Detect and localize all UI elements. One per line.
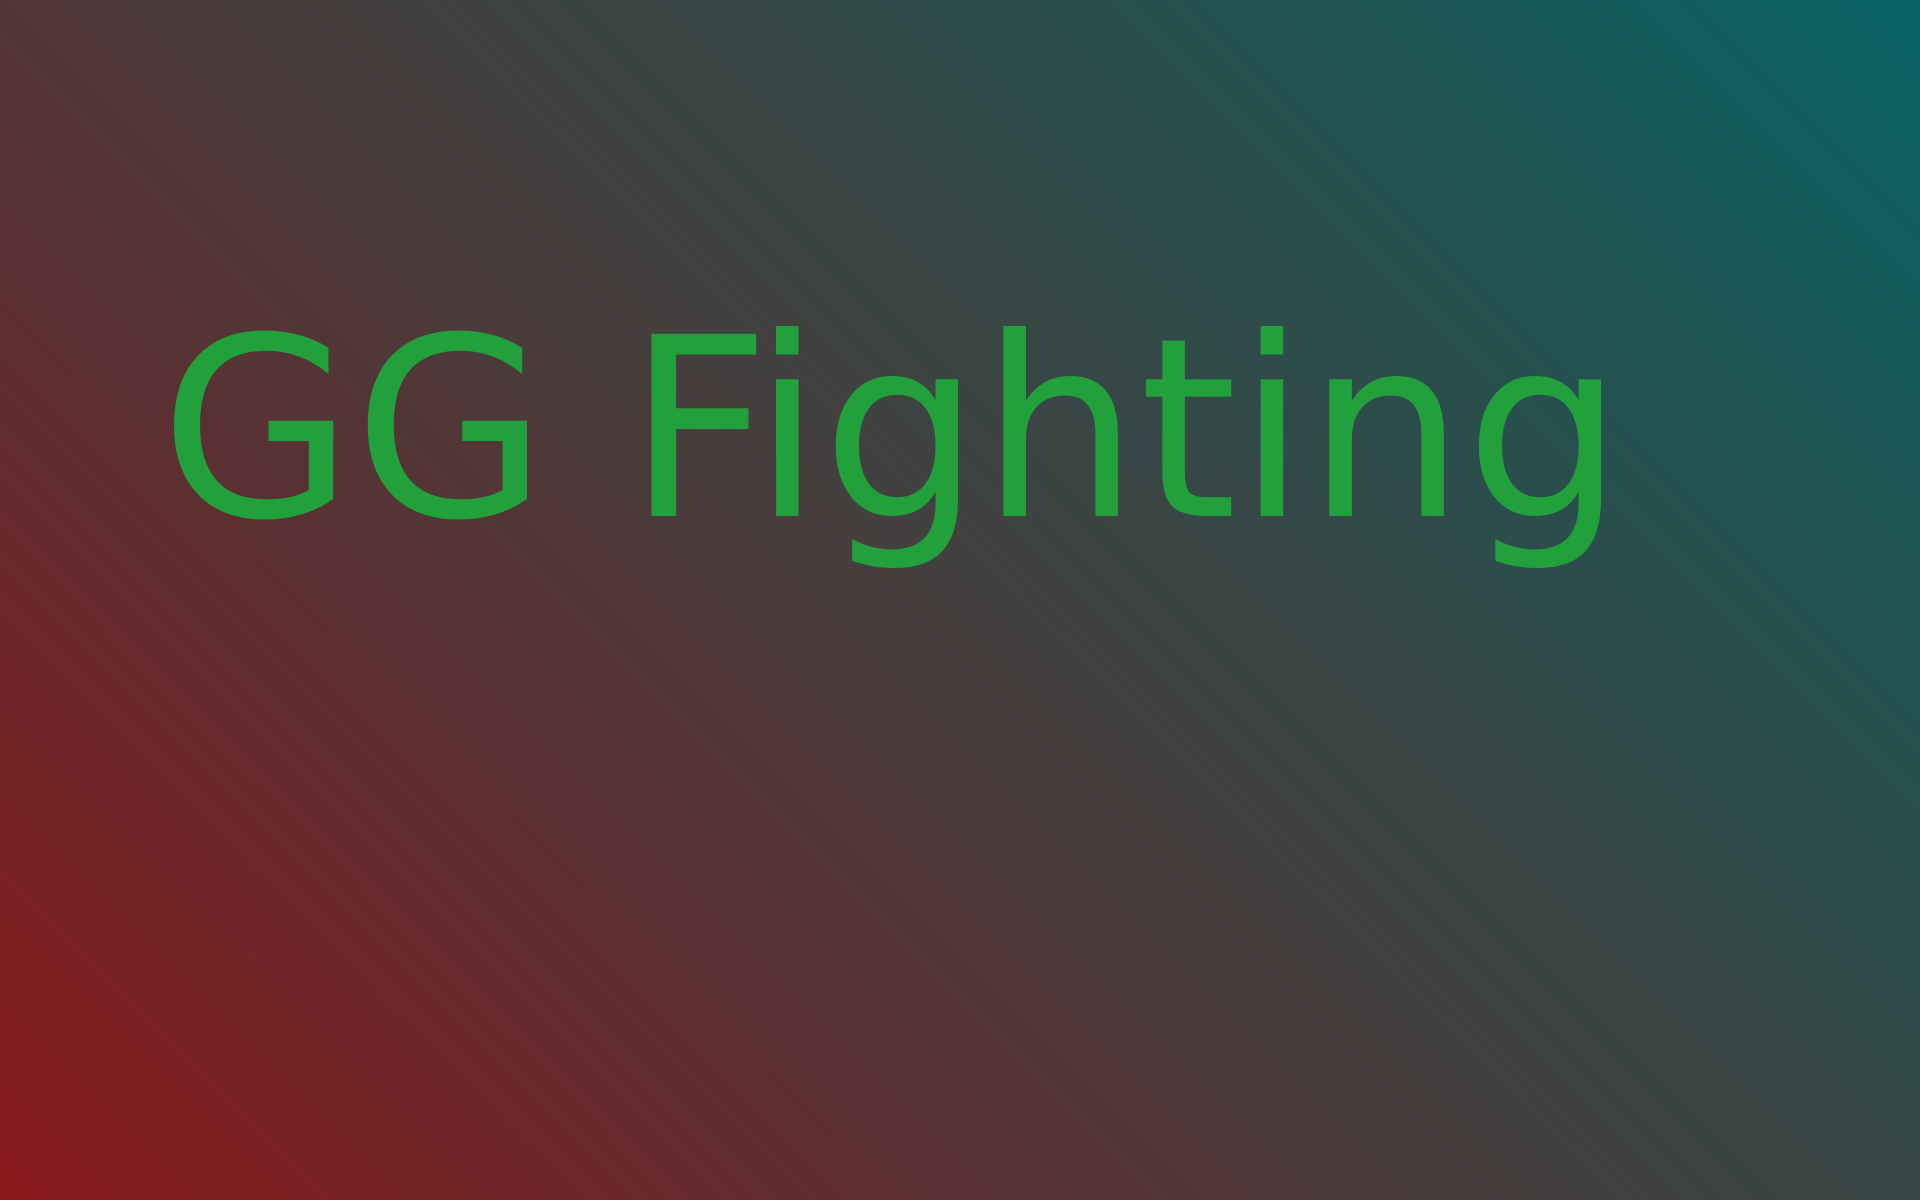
game-title: GG Fighting <box>160 284 1624 575</box>
